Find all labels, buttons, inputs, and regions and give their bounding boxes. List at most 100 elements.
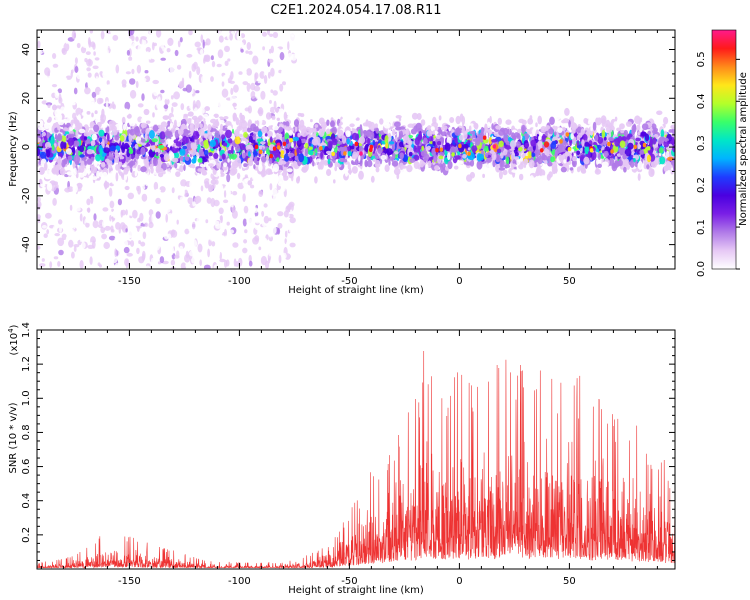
spectrogram-blob <box>594 113 602 118</box>
spectrogram-blob <box>637 173 641 181</box>
spectrogram-blob <box>39 56 45 63</box>
spectrogram-blob <box>89 101 96 109</box>
spectrogram-blob <box>154 235 160 243</box>
spectrogram-blob <box>224 259 228 268</box>
spectrogram-blob <box>269 33 274 37</box>
spectrogram-blob <box>152 79 159 85</box>
spectrogram-blob <box>252 55 259 65</box>
spectrogram-blob <box>87 37 91 46</box>
spectrogram-blob <box>242 81 249 86</box>
spectrogram-blob <box>256 36 261 42</box>
spectrogram-blob <box>163 104 169 109</box>
spectrogram-blob <box>219 120 225 124</box>
spectrogram-blob <box>326 119 330 126</box>
spectrogram-blob <box>109 200 115 209</box>
spectrogram-blob <box>147 188 153 195</box>
spectrogram-blob <box>242 193 246 203</box>
spectrogram-blob <box>47 252 51 257</box>
spectrogram-blob <box>214 130 220 139</box>
spectrogram-blob <box>512 163 516 168</box>
spectrogram-blob <box>39 151 47 159</box>
spectrogram-blob <box>191 221 196 230</box>
spectrogram-blob <box>119 171 123 176</box>
spectrogram-blob <box>102 192 108 198</box>
spectrogram-blob <box>230 87 234 95</box>
spectrogram-blob <box>500 160 505 168</box>
spectrogram-blob <box>569 140 572 146</box>
spectrogram-blob <box>208 238 212 247</box>
spectrogram-blob <box>278 123 284 127</box>
spectrogram-blob <box>83 179 87 188</box>
spectrogram-blob <box>111 125 117 133</box>
spectrogram-blob <box>218 184 224 191</box>
spectrogram-blob <box>180 262 187 269</box>
spectrogram-blob <box>135 36 139 42</box>
spectrogram-blob <box>67 186 74 193</box>
spectrogram-blob <box>76 39 82 44</box>
spectrogram-blob <box>235 117 240 126</box>
spectrogram-blob <box>391 160 399 167</box>
spectrogram-blob <box>192 100 196 109</box>
spectrogram-blob <box>119 222 126 230</box>
spectrogram-blob <box>253 164 256 170</box>
spectrogram-blob <box>71 30 77 40</box>
spectrogram-blob <box>38 120 44 128</box>
spectrogram-blob <box>100 85 106 91</box>
spectrogram-blob <box>277 211 284 217</box>
spectrogram-blob <box>54 233 60 237</box>
spectrogram-blob <box>155 151 159 157</box>
spectrogram-blob <box>115 44 122 55</box>
spectrogram-blob <box>123 239 129 249</box>
spectrogram-blob <box>232 242 239 248</box>
spectrogram-blob <box>174 42 179 50</box>
spectrogram-blob <box>468 125 472 132</box>
spectrogram-blob <box>115 172 119 182</box>
spectrogram-blob <box>232 116 236 122</box>
spectrogram-blob <box>160 89 165 94</box>
spectrogram-blob <box>79 234 83 243</box>
spectrogram-blob <box>227 197 232 202</box>
spectrogram-blob <box>272 125 279 131</box>
spectrogram-blob <box>227 233 231 241</box>
spectrogram-blob <box>166 171 171 181</box>
spectrogram-blob <box>229 94 237 103</box>
spectrogram-blob <box>248 50 253 55</box>
spectrogram-blob <box>143 108 150 116</box>
spectrogram-blob <box>114 236 119 244</box>
spectrogram-blob <box>257 109 263 115</box>
spectrogram-blob <box>53 256 59 260</box>
spectrogram-blob <box>250 91 256 99</box>
spectrogram-blob <box>202 39 205 49</box>
spectrogram-blob <box>76 42 81 49</box>
spectrogram-blob <box>95 76 99 82</box>
spectrogram-blob <box>622 159 629 167</box>
spectrogram-blob <box>59 129 64 133</box>
spectrogram-blob <box>268 41 273 45</box>
spectrogram-blob <box>117 198 122 206</box>
spectrogram-blob <box>263 203 268 208</box>
spectrogram-blob <box>92 65 99 70</box>
spectrogram-blob <box>240 48 244 53</box>
spectrogram-blob <box>413 161 420 169</box>
spectrogram-blob <box>67 98 72 107</box>
spectrogram-blob <box>221 134 226 140</box>
spectrogram-blob <box>180 103 185 111</box>
spectrogram-blob <box>56 38 60 46</box>
spectrogram-blob <box>205 38 211 46</box>
spectrogram-blob <box>543 141 550 148</box>
spectrogram-blob <box>273 241 278 248</box>
spectrogram-blob <box>101 108 105 118</box>
spectrogram-blob <box>65 40 69 44</box>
spectrogram-blob <box>254 172 258 178</box>
spectrogram-blob <box>125 71 131 75</box>
spectrogram-blob <box>97 205 101 211</box>
spectrogram-blob <box>197 173 201 179</box>
spectrogram-blob <box>41 258 45 262</box>
spectrogram-blob <box>129 89 137 99</box>
spectrogram-blob <box>110 61 115 67</box>
spectrogram-blob <box>263 215 270 224</box>
spectrogram-blob <box>625 121 633 127</box>
spectrogram-blob <box>154 188 161 193</box>
spectrogram-blob <box>242 247 248 254</box>
